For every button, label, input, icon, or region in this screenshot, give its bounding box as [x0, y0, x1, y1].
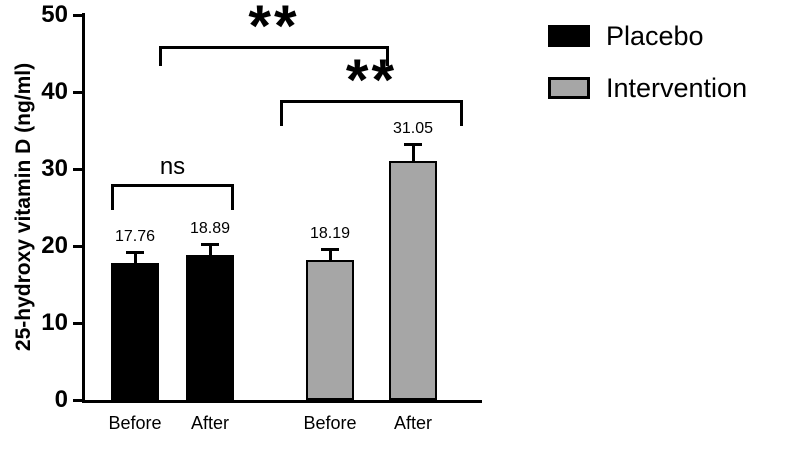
error-bar-stem	[411, 143, 415, 163]
bar-placebo-after	[186, 254, 234, 400]
significance-label: **	[248, 0, 300, 59]
y-tick	[73, 321, 82, 325]
placebo-color-swatch	[548, 25, 590, 47]
x-tick-label: After	[393, 413, 432, 433]
y-tick-label: 0	[54, 386, 68, 413]
bar-value-label: 18.19	[309, 225, 351, 243]
legend-item-placebo: Placebo	[548, 20, 747, 52]
x-tick-label: After	[190, 413, 229, 433]
bracket-tick	[460, 99, 463, 126]
y-tick-label: 30	[41, 155, 68, 182]
y-axis-title: 25-hydroxy vitamin D (ng/ml)	[12, 62, 35, 352]
error-bar-cap	[321, 248, 339, 252]
y-tick	[73, 167, 82, 171]
bracket-tick	[280, 99, 283, 126]
x-axis	[82, 400, 482, 403]
error-bar-stem	[328, 249, 332, 262]
y-tick-label: 20	[41, 232, 68, 259]
significance-label: **	[345, 47, 398, 113]
error-bar-stem	[208, 243, 212, 257]
bar-placebo-before	[111, 263, 159, 400]
bracket-tick	[111, 184, 114, 211]
y-tick	[73, 244, 82, 248]
bracket-tick	[386, 45, 389, 66]
y-tick	[73, 398, 82, 402]
bracket-line	[280, 99, 463, 103]
bar-value-label: 31.05	[392, 119, 434, 137]
bracket-line	[159, 45, 389, 49]
intervention-color-swatch	[548, 77, 590, 99]
bar-intervention-after	[389, 160, 437, 400]
bracket-tick	[231, 184, 234, 211]
error-bar-stem	[133, 251, 137, 266]
intervention-legend-label: Intervention	[606, 73, 748, 103]
y-tick-label: 10	[41, 309, 68, 336]
y-tick-label: 40	[41, 78, 68, 105]
legend-item-intervention: Intervention	[548, 72, 747, 104]
placebo-legend-label: Placebo	[606, 21, 704, 51]
bracket-line	[111, 184, 234, 188]
x-tick-label: Before	[303, 413, 357, 433]
bracket-tick	[159, 45, 162, 66]
x-tick-label: Before	[108, 413, 162, 433]
y-tick-label: 50	[41, 1, 68, 28]
significance-label: ns	[159, 153, 186, 181]
bar-value-label: 18.89	[189, 219, 231, 237]
bar-value-label: 17.76	[114, 227, 156, 245]
y-tick	[73, 90, 82, 94]
error-bar-cap	[126, 250, 144, 254]
legend: Placebo Intervention	[548, 20, 747, 104]
y-tick	[73, 13, 82, 17]
y-axis	[82, 13, 85, 403]
error-bar-cap	[201, 242, 219, 246]
error-bar-cap	[404, 142, 422, 146]
bar-intervention-before	[306, 259, 354, 400]
